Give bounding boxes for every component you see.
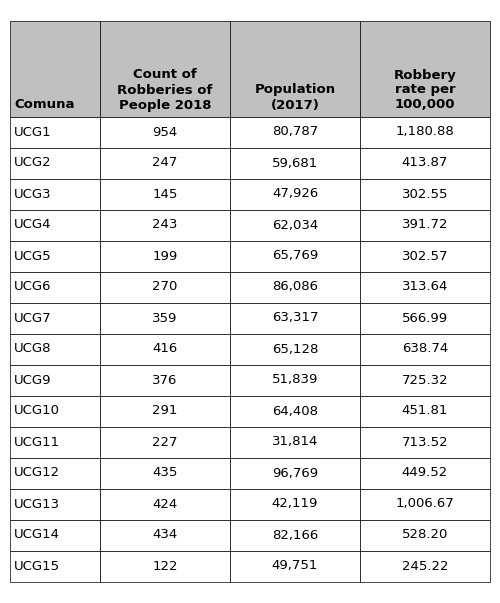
Text: UCG8: UCG8: [14, 343, 52, 356]
Text: 65,128: 65,128: [272, 343, 318, 356]
Text: UCG1: UCG1: [14, 125, 52, 139]
Text: 62,034: 62,034: [272, 218, 318, 232]
Text: 451.81: 451.81: [402, 405, 448, 417]
Text: Robbery
rate per
100,000: Robbery rate per 100,000: [394, 69, 456, 112]
Text: UCG12: UCG12: [14, 467, 60, 479]
Text: 245.22: 245.22: [402, 560, 448, 572]
Text: Comuna: Comuna: [14, 98, 74, 112]
Text: 291: 291: [152, 405, 178, 417]
Text: 416: 416: [152, 343, 178, 356]
Text: Count of
Robberies of
People 2018: Count of Robberies of People 2018: [118, 69, 212, 112]
Text: UCG15: UCG15: [14, 560, 60, 572]
Text: 59,681: 59,681: [272, 157, 318, 169]
Text: 49,751: 49,751: [272, 560, 318, 572]
Text: 359: 359: [152, 312, 178, 324]
Text: 42,119: 42,119: [272, 497, 318, 511]
Text: 302.57: 302.57: [402, 250, 448, 262]
Text: 247: 247: [152, 157, 178, 169]
Text: 86,086: 86,086: [272, 280, 318, 294]
Text: UCG7: UCG7: [14, 312, 52, 324]
Text: 96,769: 96,769: [272, 467, 318, 479]
Text: UCG5: UCG5: [14, 250, 52, 262]
Text: 566.99: 566.99: [402, 312, 448, 324]
Text: 199: 199: [152, 250, 178, 262]
Text: 313.64: 313.64: [402, 280, 448, 294]
Text: UCG3: UCG3: [14, 188, 52, 201]
Text: 376: 376: [152, 373, 178, 387]
Text: 63,317: 63,317: [272, 312, 318, 324]
Text: UCG14: UCG14: [14, 528, 60, 541]
Text: 65,769: 65,769: [272, 250, 318, 262]
Text: 528.20: 528.20: [402, 528, 448, 541]
Text: 413.87: 413.87: [402, 157, 448, 169]
Text: UCG4: UCG4: [14, 218, 52, 232]
Text: 725.32: 725.32: [402, 373, 448, 387]
Text: 270: 270: [152, 280, 178, 294]
Text: 145: 145: [152, 188, 178, 201]
Text: UCG13: UCG13: [14, 497, 60, 511]
Text: Population
(2017): Population (2017): [254, 83, 336, 112]
Text: 31,814: 31,814: [272, 435, 318, 449]
Text: 122: 122: [152, 560, 178, 572]
Text: 82,166: 82,166: [272, 528, 318, 541]
Text: UCG6: UCG6: [14, 280, 52, 294]
Text: 302.55: 302.55: [402, 188, 448, 201]
Text: UCG2: UCG2: [14, 157, 52, 169]
Text: 243: 243: [152, 218, 178, 232]
Text: 713.52: 713.52: [402, 435, 448, 449]
Text: 449.52: 449.52: [402, 467, 448, 479]
Text: 64,408: 64,408: [272, 405, 318, 417]
Text: 638.74: 638.74: [402, 343, 448, 356]
Text: 434: 434: [152, 528, 178, 541]
Text: 391.72: 391.72: [402, 218, 448, 232]
Text: UCG9: UCG9: [14, 373, 52, 387]
Text: 227: 227: [152, 435, 178, 449]
Text: UCG10: UCG10: [14, 405, 60, 417]
Text: UCG11: UCG11: [14, 435, 60, 449]
Text: 1,180.88: 1,180.88: [396, 125, 454, 139]
Text: 424: 424: [152, 497, 178, 511]
Text: 1,006.67: 1,006.67: [396, 497, 454, 511]
Text: 47,926: 47,926: [272, 188, 318, 201]
Text: 954: 954: [152, 125, 178, 139]
Text: 51,839: 51,839: [272, 373, 318, 387]
Text: 80,787: 80,787: [272, 125, 318, 139]
Text: 435: 435: [152, 467, 178, 479]
